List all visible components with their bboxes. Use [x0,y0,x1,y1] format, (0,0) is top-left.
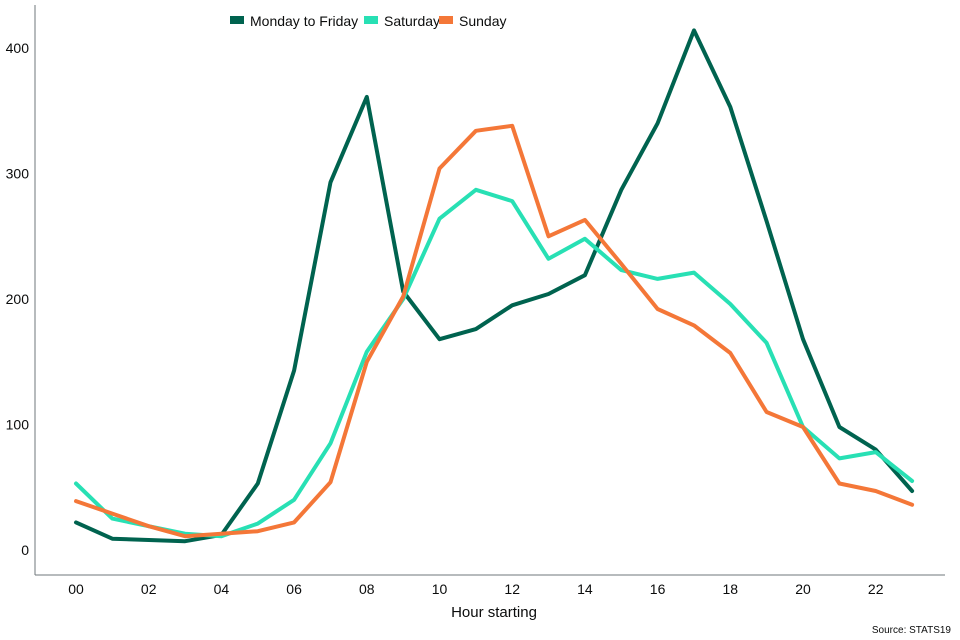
x-tick-label: 10 [432,581,448,597]
y-tick-label: 300 [6,166,30,182]
legend-swatch [230,16,244,24]
x-tick-label: 18 [723,581,739,597]
x-tick-label: 02 [141,581,157,597]
y-tick-label: 200 [6,291,30,307]
x-tick-label: 14 [577,581,593,597]
y-tick-label: 100 [6,417,30,433]
x-tick-label: 04 [214,581,230,597]
series-line-sunday [74,123,915,539]
legend-label: Sunday [459,13,506,29]
x-tick-label: 06 [286,581,302,597]
axes [34,5,945,576]
x-tick-label: 16 [650,581,666,597]
legend-item-sunday: Sunday [439,13,506,29]
y-tick-label: 400 [6,40,30,56]
source-note: Source: STATS19 [872,625,952,636]
legend-swatch [364,16,378,24]
x-tick-label: 20 [795,581,811,597]
legend-item-saturday: Saturday [364,13,440,29]
y-axis-ticks: 0 100 200 300 400 [6,40,30,558]
x-axis-title: Hour starting [451,604,537,621]
legend-label: Monday to Friday [250,13,358,29]
y-tick-label: 0 [21,542,29,558]
x-tick-label: 08 [359,581,375,597]
series-lines [74,28,915,544]
legend-item-monday-to-friday: Monday to Friday [230,13,358,29]
x-tick-label: 22 [868,581,884,597]
x-tick-label: 12 [504,581,520,597]
x-axis-ticks: 00 02 04 06 08 10 12 14 16 18 20 22 [68,581,883,597]
series-line-monday-to-friday [74,28,915,544]
series-line-saturday [74,187,915,539]
legend: Monday to Friday Saturday Sunday [230,13,506,29]
legend-label: Saturday [384,13,440,29]
legend-swatch [439,16,453,24]
x-tick-label: 00 [68,581,84,597]
